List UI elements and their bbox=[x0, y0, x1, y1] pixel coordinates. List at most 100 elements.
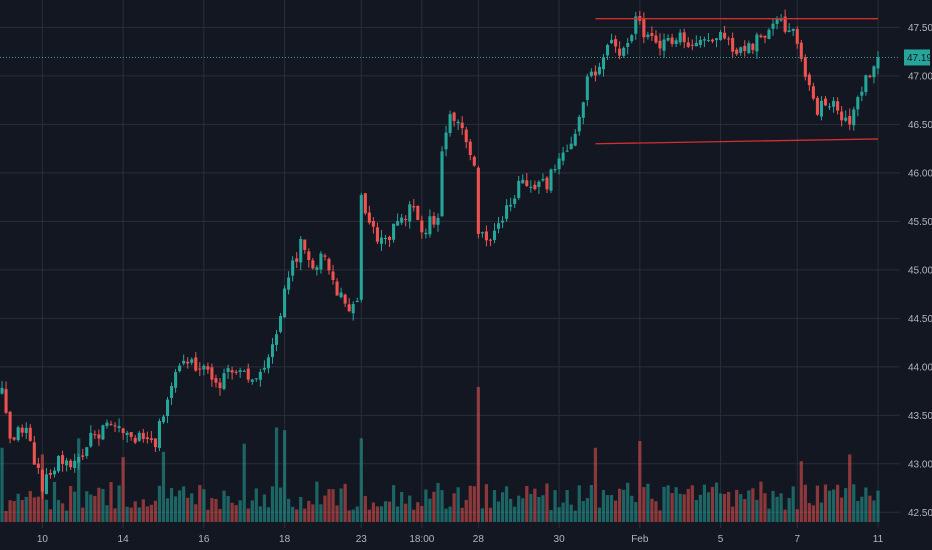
candle-body bbox=[194, 357, 198, 371]
candle-body bbox=[670, 37, 674, 44]
candle-body bbox=[545, 177, 549, 190]
volume-bar bbox=[69, 486, 73, 522]
volume-bar bbox=[56, 499, 61, 522]
candle-body bbox=[165, 399, 170, 417]
candle-body bbox=[170, 386, 174, 398]
volume-bar bbox=[36, 496, 40, 522]
candle-body bbox=[836, 101, 840, 111]
volume-bar bbox=[238, 500, 242, 522]
candle-body bbox=[258, 371, 262, 380]
volume-bar bbox=[836, 484, 840, 522]
candle-body bbox=[230, 370, 234, 373]
volume-bar bbox=[60, 503, 65, 522]
candle-body bbox=[771, 23, 775, 29]
candle-body bbox=[125, 432, 129, 435]
volume-bar bbox=[650, 498, 654, 522]
candle-body bbox=[541, 178, 545, 181]
volume-bar bbox=[694, 499, 698, 522]
price-axis[interactable]: 47.50 47.00 46.50 46.00 45.50 45.00 44.50 44.00… bbox=[904, 23, 932, 519]
candle-body bbox=[303, 239, 307, 251]
volume-bar bbox=[662, 486, 666, 522]
candle-body bbox=[105, 422, 109, 427]
candle-body bbox=[791, 28, 795, 31]
volume-bar bbox=[121, 457, 125, 522]
volume-bar bbox=[791, 486, 795, 522]
volume-bar bbox=[412, 509, 416, 522]
volume-bar bbox=[622, 489, 626, 522]
volume-bar bbox=[803, 484, 807, 522]
candle-body bbox=[549, 169, 553, 191]
candle-body bbox=[117, 426, 121, 428]
volume-bar bbox=[585, 498, 589, 522]
candle-body bbox=[505, 205, 509, 219]
volume-bar bbox=[646, 483, 650, 522]
candle-body bbox=[517, 180, 521, 199]
volume-bar bbox=[379, 506, 384, 522]
candle-body bbox=[658, 40, 662, 49]
volume-bar bbox=[613, 500, 618, 522]
volume-bar bbox=[351, 509, 355, 522]
candle-body bbox=[553, 169, 557, 171]
candle-body bbox=[783, 16, 787, 32]
candle-body bbox=[416, 205, 420, 220]
candle-body bbox=[198, 368, 202, 370]
volume-bar bbox=[864, 487, 868, 522]
volume-bar bbox=[169, 487, 174, 522]
candle-body bbox=[735, 49, 739, 55]
candle-body bbox=[48, 472, 52, 475]
volume-bar bbox=[157, 485, 162, 522]
x-tick-label: 23 bbox=[356, 534, 368, 545]
time-axis[interactable]: 10 14 16 18 23 18:00 28 30 Feb 5 7 11 bbox=[37, 534, 884, 545]
candle-body bbox=[81, 455, 85, 457]
volume-bar bbox=[472, 486, 476, 522]
candle-body bbox=[646, 34, 650, 38]
candle-body bbox=[145, 437, 149, 440]
volume-bar bbox=[343, 483, 347, 522]
volume-bar bbox=[323, 495, 327, 522]
candle-body bbox=[698, 39, 702, 45]
volume-bar bbox=[89, 494, 93, 522]
candle-body bbox=[246, 368, 250, 380]
candle-body bbox=[77, 457, 81, 463]
volume-bar bbox=[452, 493, 456, 522]
candle-body bbox=[52, 470, 57, 475]
candle-body bbox=[202, 365, 206, 370]
volume-bar bbox=[93, 495, 97, 522]
candle-body bbox=[242, 370, 246, 372]
candle-body bbox=[694, 42, 698, 47]
candle-body bbox=[137, 432, 141, 441]
candle-body bbox=[815, 97, 819, 115]
volume-bar bbox=[202, 489, 206, 522]
candle-body bbox=[129, 432, 133, 437]
candle-body bbox=[654, 35, 658, 43]
volume-bar bbox=[48, 509, 53, 522]
support-trendline[interactable] bbox=[595, 138, 878, 145]
candle-body bbox=[408, 204, 412, 222]
candle-body bbox=[101, 425, 105, 440]
candle-body bbox=[319, 253, 323, 270]
candle-body bbox=[775, 18, 779, 24]
candle-body bbox=[367, 212, 371, 223]
candle-body bbox=[323, 255, 327, 257]
volume-bar bbox=[24, 496, 28, 522]
volume-bar bbox=[287, 498, 291, 522]
volume-bar bbox=[593, 447, 598, 522]
candle-body bbox=[618, 48, 622, 56]
candle-body bbox=[710, 39, 715, 42]
x-tick-label: Feb bbox=[631, 534, 649, 545]
candle-body bbox=[121, 428, 125, 433]
candle-body bbox=[529, 186, 533, 188]
candle-body bbox=[763, 35, 767, 38]
volume-bar bbox=[339, 488, 343, 522]
candle-body bbox=[565, 150, 569, 152]
candle-body bbox=[254, 378, 258, 380]
candle-body bbox=[456, 121, 460, 124]
candle-body bbox=[759, 35, 763, 38]
volume-bar bbox=[747, 490, 751, 522]
volume-bar bbox=[129, 507, 133, 522]
volume-bar bbox=[4, 510, 8, 522]
volume-bar bbox=[270, 486, 275, 522]
candle-body bbox=[379, 237, 384, 244]
x-tick-label: 10 bbox=[37, 534, 49, 545]
candle-body bbox=[359, 195, 363, 300]
